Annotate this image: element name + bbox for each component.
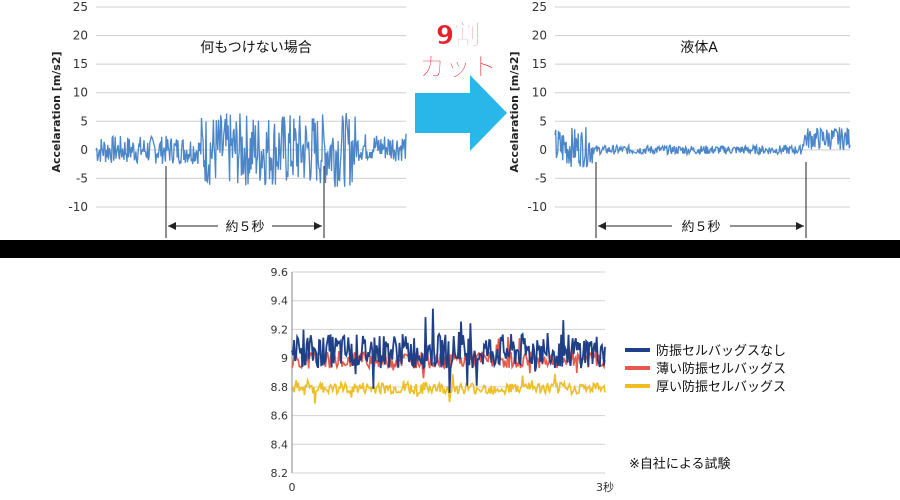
reduction-percent: 9割 (436, 20, 480, 51)
span-arrowhead-left (168, 222, 176, 230)
y-tick-label: 9.2 (271, 323, 289, 336)
x-tick-label: 3秒 (596, 480, 614, 494)
y-tick-label: 10 (73, 86, 88, 100)
annotation-no-protection: 何もつけない場合 (200, 40, 311, 56)
span-label: 約５秒 (225, 220, 264, 235)
y-tick-label: -10 (527, 200, 547, 214)
y-tick-label: 25 (532, 0, 547, 14)
y-tick-label: 20 (73, 29, 88, 43)
y-tick-label: 25 (73, 0, 88, 14)
acceleration-trace (554, 126, 851, 168)
y-tick-label: 8.8 (271, 381, 289, 394)
y-tick-label: 8.4 (271, 438, 289, 451)
chart-no-protection: 25 20 15 10 5 0 -5 -10 Accelaration [m/s2] 何もつけ… (50, 0, 407, 238)
y-tick-labels: 9.6 9.4 9.2 9 8.8 8.6 8.4 8.2 (271, 266, 289, 480)
reduction-cut: カット (419, 53, 497, 83)
legend-label: 防振セルバッグスなし (656, 343, 786, 359)
y-tick-labels: 25 20 15 10 5 0 -5 -10 (527, 0, 547, 214)
acceleration-trace (95, 113, 407, 188)
plot-area (555, 0, 850, 217)
legend-item-thin-bags: 薄い防振セルバッグス (625, 361, 786, 377)
y-tick-label: -5 (76, 171, 88, 185)
x-tick-labels: 0 3秒 (289, 480, 615, 494)
y-tick-label: 9.6 (271, 266, 289, 279)
x-tick-label: 0 (289, 481, 296, 494)
reduction-arrow: 9割 カット (415, 20, 507, 151)
span-arrowhead-left (598, 222, 606, 230)
y-tick-label: 20 (532, 29, 547, 43)
y-tick-label: 5 (80, 114, 88, 128)
y-tick-label: 5 (539, 114, 547, 128)
y-tick-label: 10 (532, 86, 547, 100)
divider-band (0, 240, 900, 258)
legend-item-thick-bags: 厚い防振セルバッグス (625, 379, 786, 395)
y-tick-labels: 25 20 15 10 5 0 -5 -10 (68, 0, 88, 214)
y-tick-label: 8.6 (271, 410, 289, 423)
span-arrowhead-right (796, 222, 804, 230)
y-tick-label: 15 (73, 57, 88, 71)
chart-cell-bags: 9.6 9.4 9.2 9 8.8 8.6 8.4 8.2 0 3秒 防振セルバッグスなし 薄い… (271, 266, 787, 494)
right-arrow-icon (415, 75, 507, 151)
y-axis-label: Accelaration [m/s2] (508, 51, 521, 172)
legend: 防振セルバッグスなし 薄い防振セルバッグス 厚い防振セルバッグス (625, 343, 786, 395)
y-tick-label: -10 (68, 200, 88, 214)
y-tick-label: 8.2 (271, 467, 289, 480)
y-axis-label: Accelaration [m/s2] (50, 51, 63, 172)
plot-area (96, 0, 406, 217)
y-tick-label: -5 (535, 171, 547, 185)
y-tick-label: 9 (281, 352, 288, 365)
test-note: ※自社による試験 (629, 456, 731, 472)
y-tick-label: 9.4 (271, 295, 289, 308)
span-arrowhead-right (314, 222, 322, 230)
series-thick-bags (291, 373, 606, 404)
y-tick-label: 0 (80, 143, 88, 157)
y-tick-label: 0 (539, 143, 547, 157)
legend-item-no-bags: 防振セルバッグスなし (625, 343, 786, 359)
y-tick-label: 15 (532, 57, 547, 71)
annotation-liquid-a: 液体A (680, 40, 718, 56)
series-no-bags (291, 308, 606, 393)
legend-label: 薄い防振セルバッグス (656, 361, 786, 377)
span-label: 約５秒 (681, 220, 720, 235)
legend-label: 厚い防振セルバッグス (656, 379, 786, 395)
